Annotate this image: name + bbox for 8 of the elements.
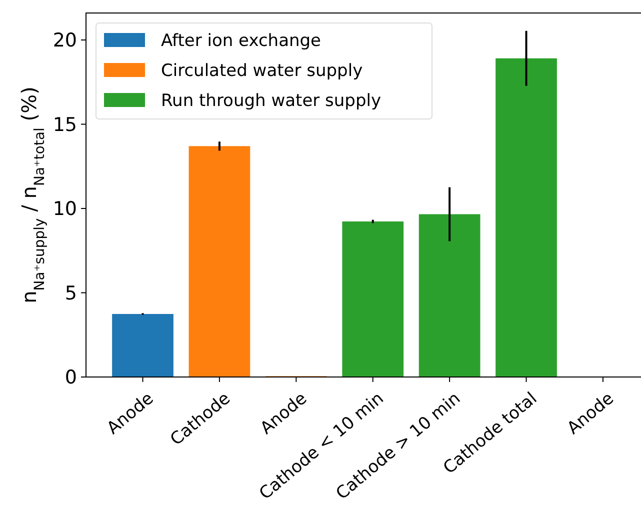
y-tick-label: 10 (52, 198, 77, 220)
y-tick-label: 0 (64, 366, 77, 389)
legend-label: Circulated water supply (161, 60, 363, 81)
legend-label: After ion exchange (161, 30, 322, 51)
y-tick-label: 5 (64, 282, 77, 304)
y-tick-label: 20 (52, 30, 77, 52)
y-tick-label: 15 (52, 114, 77, 136)
legend-label: Run through water supply (161, 90, 382, 111)
